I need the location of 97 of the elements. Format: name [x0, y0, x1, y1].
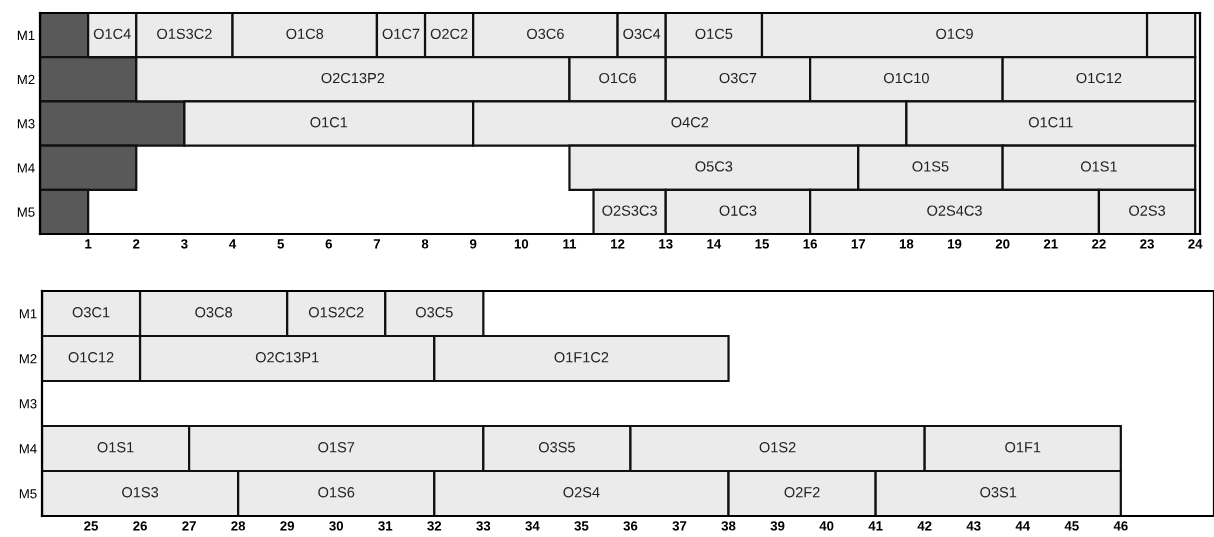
x-tick-label: 4 [229, 239, 237, 249]
x-tick-label: 35 [574, 521, 589, 531]
x-tick-label: 22 [1092, 239, 1106, 249]
series-label: O1S1 [97, 442, 134, 453]
x-tick-label: 41 [868, 521, 883, 531]
x-tick-label: 42 [917, 521, 932, 531]
x-tick-label: 30 [329, 521, 344, 531]
x-tick-label: 38 [721, 521, 736, 531]
y-tick-label: M1 [17, 30, 35, 40]
y-tick-label: M3 [19, 399, 37, 409]
series-label: O1S3 [122, 487, 159, 498]
x-tick-label: 27 [182, 521, 196, 531]
series-label: O1S2C2 [308, 307, 364, 318]
series-label: O2S3 [1129, 205, 1166, 216]
y-tick-label: M5 [17, 207, 35, 217]
series-label: O5C3 [695, 161, 733, 172]
x-tick-label: 20 [995, 239, 1010, 249]
x-tick-label: 46 [1113, 521, 1128, 531]
x-tick-label: 14 [707, 239, 722, 249]
series-label: O1C1 [310, 117, 348, 128]
series-label: O2C13P1 [255, 352, 319, 363]
series-label: O2C2 [430, 28, 468, 40]
series-label: O1S1 [1080, 161, 1117, 172]
series-label: O2C13P2 [321, 72, 385, 84]
x-tick-label: 7 [373, 239, 381, 249]
series-label: O1C7 [382, 28, 420, 40]
series-label: O2F2 [784, 487, 820, 498]
x-tick-label: 39 [770, 521, 785, 531]
x-tick-label: 15 [755, 239, 769, 249]
series-label: O2S3C3 [602, 205, 657, 216]
series-label: O1S5 [912, 161, 949, 172]
y-tick-label: M2 [17, 74, 35, 85]
series-label: O1C9 [936, 28, 973, 40]
x-tick-label: 28 [231, 521, 246, 531]
series-label: O1C12 [1076, 72, 1122, 84]
y-tick-label: M3 [17, 119, 35, 129]
series-label: O2S4C3 [927, 205, 982, 216]
x-tick-label: 6 [325, 239, 332, 249]
x-tick-label: 13 [659, 239, 673, 249]
x-tick-label: 31 [378, 521, 393, 531]
x-tick-label: 40 [819, 521, 834, 531]
series-label: O3C1 [72, 307, 110, 318]
y-tick-label: M2 [19, 354, 37, 364]
series-label: O1C4 [93, 28, 131, 40]
series-label: O3S1 [980, 487, 1017, 498]
series-label: O4C2 [671, 117, 709, 128]
x-tick-label: 37 [672, 521, 687, 531]
x-tick-label: 17 [851, 239, 866, 249]
series-label: O3C8 [195, 307, 233, 318]
x-tick-label: 16 [803, 239, 817, 249]
x-tick-label: 9 [469, 239, 477, 249]
x-tick-label: 44 [1015, 521, 1031, 531]
series-label: O3C7 [719, 72, 757, 84]
x-tick-label: 32 [427, 521, 442, 531]
series-label: O3C6 [527, 28, 564, 40]
series-label: O1F1C2 [554, 352, 609, 363]
x-tick-label: 3 [181, 239, 188, 249]
x-tick-label: 26 [133, 521, 147, 531]
x-tick-label: 29 [280, 521, 295, 531]
series-label: O3C4 [623, 28, 661, 40]
x-tick-label: 34 [525, 521, 540, 531]
series-label: O1C12 [68, 352, 114, 363]
x-tick-label: 33 [476, 521, 491, 531]
series-label: O1C11 [1028, 117, 1073, 128]
x-tick-label: 1 [85, 239, 92, 249]
series-label: O1C10 [883, 72, 929, 84]
x-tick-label: 23 [1140, 239, 1154, 249]
x-tick-label: 21 [1043, 239, 1058, 249]
series-label: O1S2 [759, 442, 796, 453]
y-tick-label: M4 [19, 444, 37, 454]
series-label: O1C5 [695, 28, 733, 40]
x-tick-label: 5 [277, 239, 284, 249]
x-tick-label: 43 [966, 521, 981, 531]
series-label: O1S3C2 [157, 28, 212, 40]
y-tick-label: M5 [19, 489, 37, 499]
x-tick-label: 19 [948, 239, 962, 249]
series-label: O1S7 [318, 442, 355, 453]
x-tick-label: 8 [421, 239, 429, 249]
x-tick-label: 36 [623, 521, 638, 531]
x-tick-label: 12 [611, 239, 625, 249]
x-tick-label: 24 [1188, 239, 1203, 249]
series-label: O3C5 [415, 307, 453, 318]
y-tick-label: M1 [19, 309, 37, 319]
x-tick-label: 10 [514, 239, 529, 249]
x-tick-label: 45 [1064, 521, 1079, 531]
series-label: O1C6 [599, 72, 636, 84]
series-label: O1C8 [286, 28, 324, 40]
x-tick-label: 11 [563, 239, 577, 249]
series-label: O1S6 [318, 487, 355, 498]
y-tick-label: M4 [17, 163, 35, 173]
series-label: O1F1 [1005, 442, 1041, 453]
x-tick-label: 2 [133, 239, 140, 249]
series-label: O1C3 [719, 205, 757, 216]
series-label: O2S4 [563, 487, 600, 498]
x-tick-label: 18 [899, 239, 914, 249]
series-label: O3S5 [538, 442, 575, 453]
x-tick-label: 25 [84, 521, 99, 531]
